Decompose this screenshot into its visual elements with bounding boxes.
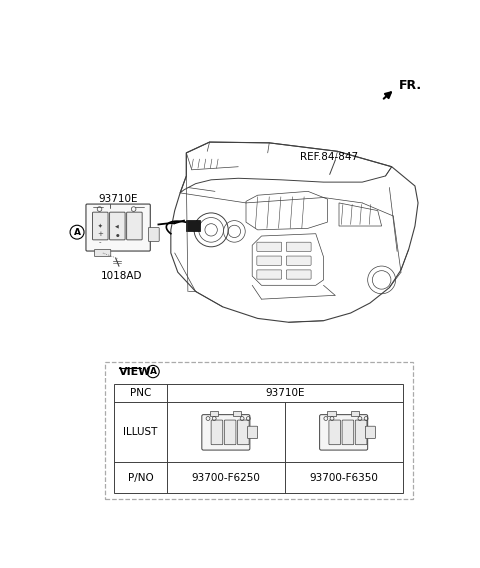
FancyBboxPatch shape <box>148 228 159 241</box>
Bar <box>350 411 359 416</box>
FancyBboxPatch shape <box>286 270 311 279</box>
Bar <box>210 411 218 416</box>
FancyBboxPatch shape <box>329 420 340 445</box>
Text: 93700-F6350: 93700-F6350 <box>310 473 378 483</box>
Bar <box>114 384 403 493</box>
Bar <box>327 411 336 416</box>
FancyBboxPatch shape <box>202 415 250 450</box>
FancyBboxPatch shape <box>86 204 150 251</box>
Text: REF.84-847: REF.84-847 <box>300 152 359 162</box>
Text: ILLUST: ILLUST <box>123 427 158 437</box>
FancyBboxPatch shape <box>109 212 125 240</box>
Text: ✦: ✦ <box>98 224 103 228</box>
FancyBboxPatch shape <box>238 420 249 445</box>
FancyBboxPatch shape <box>257 256 282 265</box>
FancyBboxPatch shape <box>286 256 311 265</box>
FancyBboxPatch shape <box>105 362 413 499</box>
Text: PNC: PNC <box>130 388 151 398</box>
Text: +: + <box>97 232 103 237</box>
Text: FR.: FR. <box>399 78 422 91</box>
Text: ●: ● <box>116 234 119 238</box>
Bar <box>233 411 241 416</box>
Text: A: A <box>73 228 81 237</box>
FancyBboxPatch shape <box>320 415 368 450</box>
FancyBboxPatch shape <box>257 270 282 279</box>
Text: 93710E: 93710E <box>98 194 138 204</box>
Text: ◀: ◀ <box>116 224 119 228</box>
Text: -: - <box>99 239 102 245</box>
Text: VIEW: VIEW <box>119 366 151 377</box>
FancyBboxPatch shape <box>355 420 367 445</box>
Text: 1018AD: 1018AD <box>101 271 143 281</box>
Text: 93710E: 93710E <box>265 388 305 398</box>
FancyBboxPatch shape <box>93 212 108 240</box>
FancyBboxPatch shape <box>342 420 354 445</box>
Text: 93700-F6250: 93700-F6250 <box>192 473 260 483</box>
FancyBboxPatch shape <box>257 242 282 252</box>
FancyBboxPatch shape <box>224 420 236 445</box>
FancyBboxPatch shape <box>127 212 142 240</box>
FancyBboxPatch shape <box>95 249 111 256</box>
FancyBboxPatch shape <box>365 426 375 438</box>
Text: P/NO: P/NO <box>128 473 154 483</box>
FancyBboxPatch shape <box>211 420 223 445</box>
FancyBboxPatch shape <box>186 220 200 231</box>
FancyBboxPatch shape <box>248 426 258 438</box>
FancyBboxPatch shape <box>286 242 311 252</box>
Text: A: A <box>149 367 156 376</box>
